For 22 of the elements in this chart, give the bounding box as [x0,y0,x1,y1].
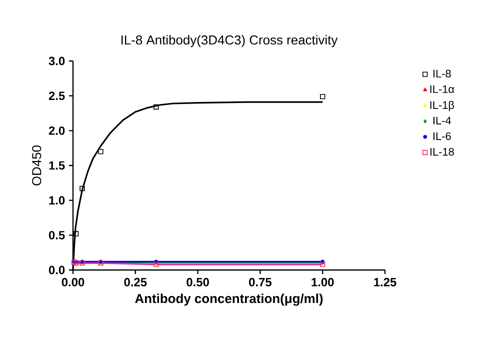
legend-label: IL-1α [430,85,454,94]
x-tick-label: 1.00 [312,278,334,286]
y-tick-label: 1.5 [49,161,65,170]
y-tick-label: 0.5 [48,230,65,240]
legend-label: IL-6 [433,132,451,140]
chart-title: IL-8 Antibody(3D4C3) Cross reactivity [122,35,338,48]
y-tick-label: 2.0 [48,126,65,135]
y-tick-label: 3.0 [48,56,65,66]
x-tick-label: 1.25 [374,278,396,286]
x-tick-label: 0.50 [186,278,209,286]
y-tick-label: 0.0 [48,266,65,274]
legend-label: IL-4 [433,116,452,124]
x-tick-label: 0.00 [62,278,84,286]
y-tick-label: 1.0 [49,196,65,205]
y-tick-label: 2.5 [48,92,65,100]
legend-label: IL-8 [433,70,451,78]
legend-label: IL-1β [430,100,454,112]
y-axis-title: OD450 [32,145,42,186]
x-tick-label: 0.75 [249,278,272,286]
x-tick-label: 0.25 [124,278,147,286]
legend-label: IL-18 [430,148,454,156]
x-axis-title: Antibody concentration(μg/ml) [135,294,323,306]
